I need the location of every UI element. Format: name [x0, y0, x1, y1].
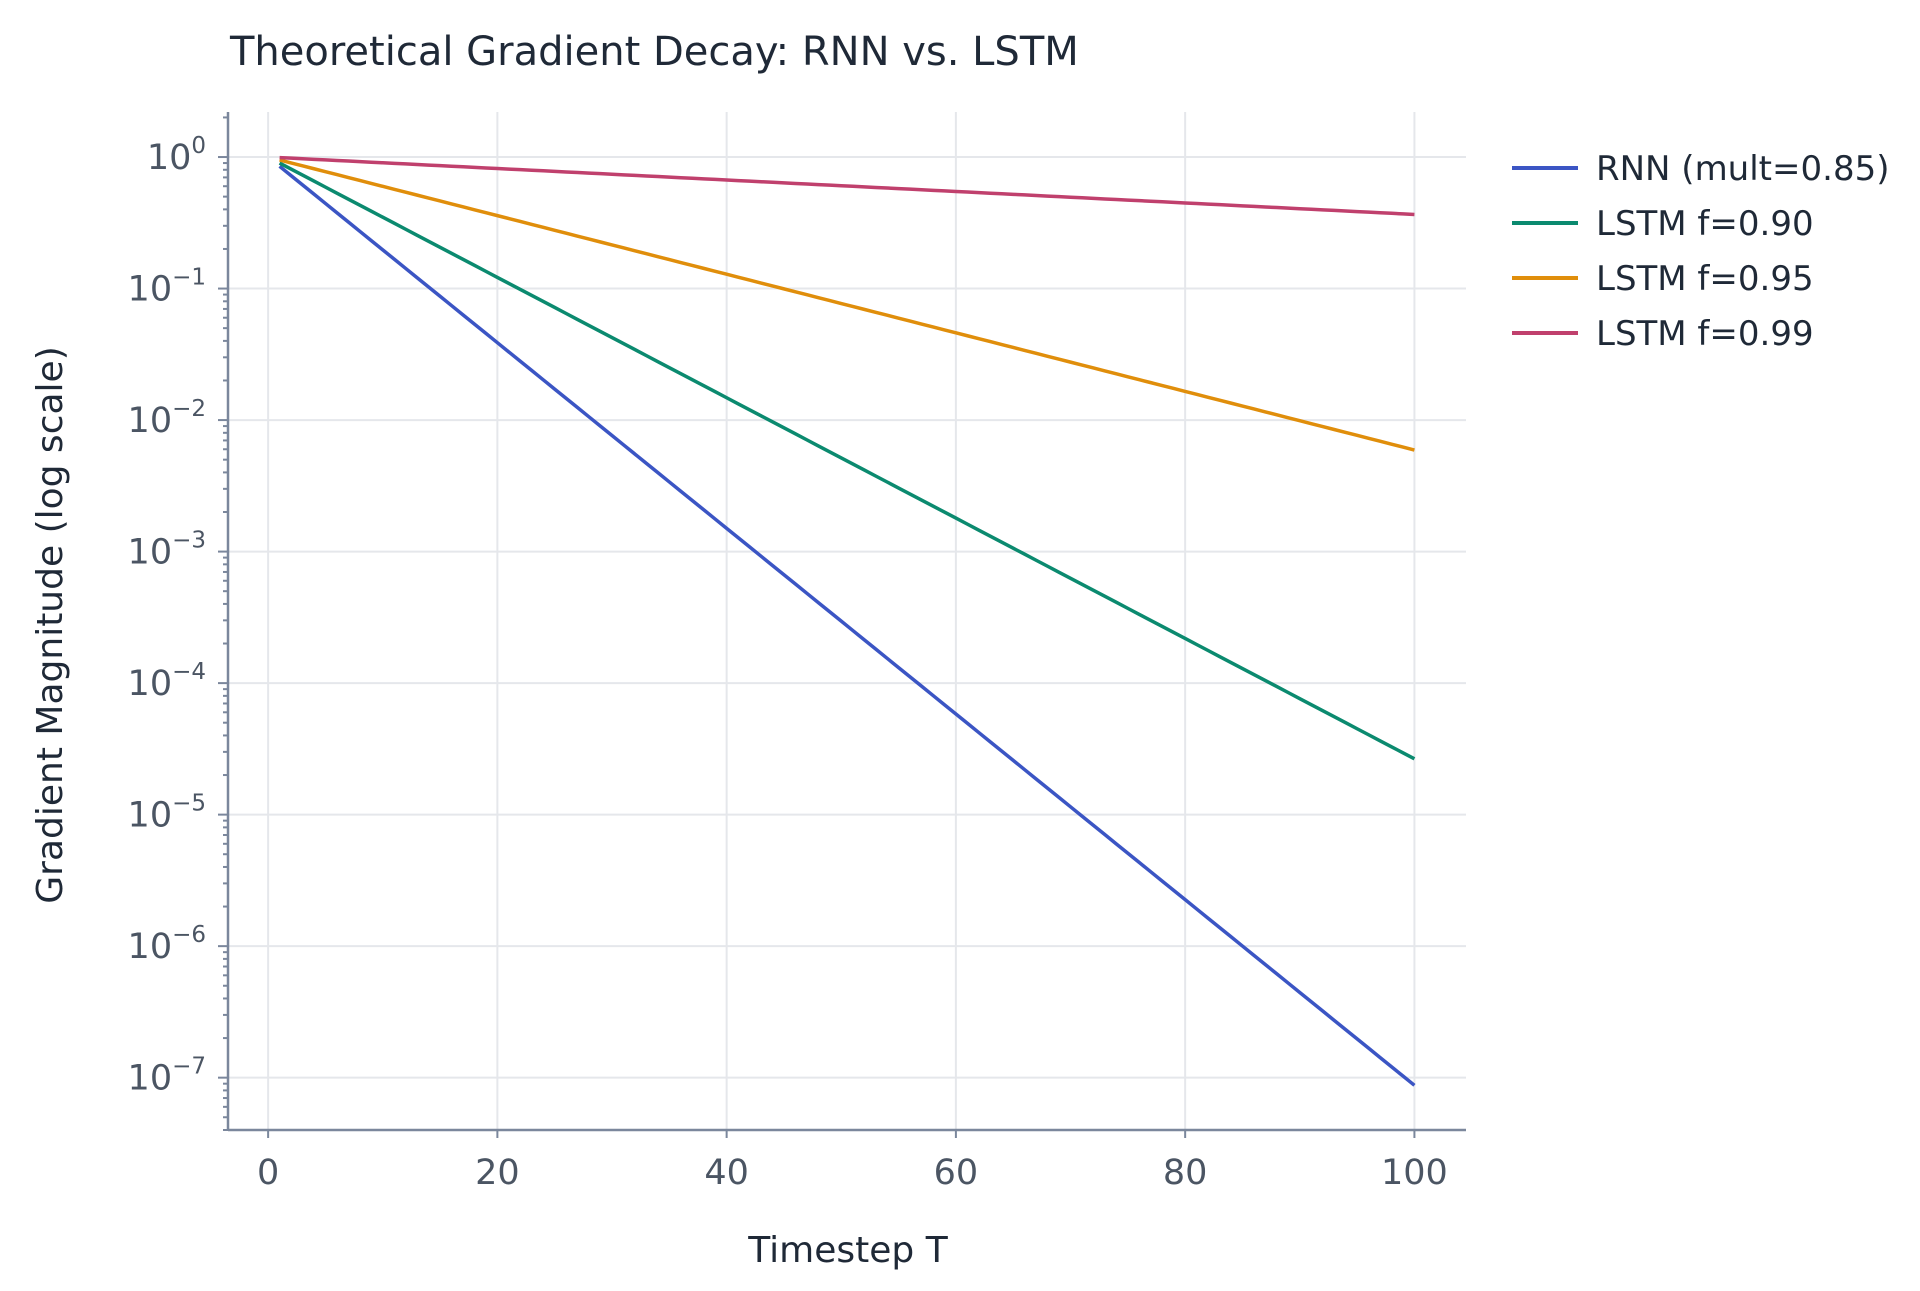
legend-label: LSTM f=0.95	[1596, 259, 1814, 299]
x-tick-label: 60	[934, 1153, 979, 1193]
series-line	[278, 161, 1416, 761]
series-line	[279, 158, 1415, 452]
x-tick-label: 0	[257, 1153, 279, 1193]
x-tick-label: 40	[704, 1153, 749, 1193]
y-tick-label: 10−7	[128, 1054, 206, 1099]
axes	[218, 112, 1466, 1138]
x-axis-label: Timestep T	[747, 1230, 948, 1271]
series-line	[279, 155, 1415, 217]
y-tick-label: 10−2	[128, 396, 206, 441]
grid	[228, 112, 1466, 1130]
legend-label: RNN (mult=0.85)	[1596, 149, 1889, 189]
chart-title: Theoretical Gradient Decay: RNN vs. LSTM	[229, 29, 1079, 75]
x-tick-label: 100	[1381, 1153, 1448, 1193]
series-line	[278, 164, 1416, 1087]
y-axis-label: Gradient Magnitude (log scale)	[30, 346, 71, 903]
y-tick-label: 10−1	[128, 265, 206, 310]
legend-label: LSTM f=0.90	[1596, 204, 1814, 244]
x-tick-label: 80	[1163, 1153, 1208, 1193]
tick-labels: 0 20 40 60 80 100 100 10−1 10−2 10−3 10−4 10−5 10−6 1…	[128, 133, 1448, 1193]
y-tick-label: 10−5	[128, 791, 206, 836]
y-tick-label: 100	[147, 133, 206, 178]
y-tick-label: 10−4	[128, 659, 206, 704]
series-lines	[278, 155, 1416, 1087]
y-tick-label: 10−3	[128, 528, 206, 573]
legend: RNN (mult=0.85) LSTM f=0.90 LSTM f=0.95 LST…	[1512, 149, 1889, 354]
x-tick-label: 20	[475, 1153, 520, 1193]
legend-label: LSTM f=0.99	[1596, 314, 1814, 354]
y-tick-label: 10−6	[128, 922, 206, 967]
